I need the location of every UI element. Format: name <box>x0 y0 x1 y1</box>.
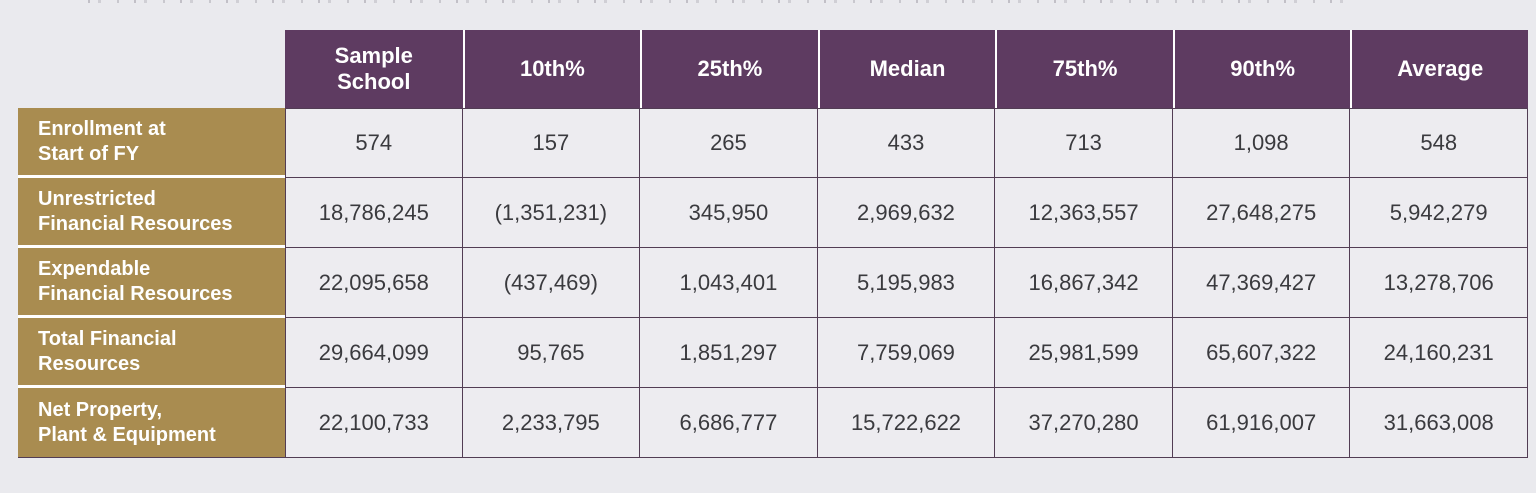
row-label-total-financial-resources: Total Financial Resources <box>18 318 285 388</box>
cell-netppe-median: 15,722,622 <box>817 388 996 458</box>
cell-unrestricted-sample-school: 18,786,245 <box>285 178 463 248</box>
cell-total-75th: 25,981,599 <box>995 318 1173 388</box>
cell-enrollment-90th: 1,098 <box>1172 108 1351 178</box>
cell-total-median: 7,759,069 <box>817 318 996 388</box>
cropped-text-remnant <box>88 0 1348 3</box>
cell-expendable-25th: 1,043,401 <box>640 248 818 318</box>
cell-total-average: 24,160,231 <box>1350 318 1528 388</box>
cell-netppe-sample-school: 22,100,733 <box>285 388 463 458</box>
row-label-line2: Financial Resources <box>38 212 233 235</box>
row-label-net-property-plant-equipment: Net Property, Plant & Equipment <box>18 388 285 458</box>
row-label-line2: Plant & Equipment <box>38 423 216 446</box>
row-label-line1: Enrollment at <box>38 118 166 141</box>
column-header-75th-percentile: 75th% <box>995 30 1173 108</box>
row-label-line1: Expendable <box>38 258 151 281</box>
row-label-enrollment-at-start-of-fy: Enrollment at Start of FY <box>18 108 285 178</box>
column-header-sample-school: Sample School <box>285 30 463 108</box>
cell-netppe-75th: 37,270,280 <box>995 388 1173 458</box>
column-header-average: Average <box>1350 30 1528 108</box>
cell-expendable-average: 13,278,706 <box>1350 248 1528 318</box>
row-label-line2: Resources <box>38 352 141 375</box>
cell-expendable-90th: 47,369,427 <box>1172 248 1351 318</box>
cell-netppe-25th: 6,686,777 <box>640 388 818 458</box>
cell-expendable-sample-school: 22,095,658 <box>285 248 463 318</box>
cell-unrestricted-75th: 12,363,557 <box>995 178 1173 248</box>
row-label-line1: Total Financial <box>38 328 177 351</box>
cell-expendable-10th: (437,469) <box>462 248 641 318</box>
cell-expendable-median: 5,195,983 <box>817 248 996 318</box>
table-corner-empty <box>18 30 285 108</box>
cell-enrollment-median: 433 <box>817 108 996 178</box>
cell-enrollment-25th: 265 <box>640 108 818 178</box>
cell-total-10th: 95,765 <box>462 318 641 388</box>
column-header-90th-percentile: 90th% <box>1172 30 1351 108</box>
cell-netppe-average: 31,663,008 <box>1350 388 1528 458</box>
row-label-line2: Start of FY <box>38 142 140 165</box>
cell-expendable-75th: 16,867,342 <box>995 248 1173 318</box>
column-header-10th-percentile: 10th% <box>462 30 641 108</box>
column-header-median: Median <box>817 30 996 108</box>
cell-enrollment-sample-school: 574 <box>285 108 463 178</box>
column-header-25th-percentile: 25th% <box>640 30 818 108</box>
cell-total-25th: 1,851,297 <box>640 318 818 388</box>
row-label-unrestricted-financial-resources: Unrestricted Financial Resources <box>18 178 285 248</box>
financial-benchmarks-table: Sample School 10th% 25th% Median 75th% 9… <box>18 30 1528 458</box>
cell-unrestricted-90th: 27,648,275 <box>1172 178 1351 248</box>
row-label-line2: Financial Resources <box>38 282 233 305</box>
cell-unrestricted-average: 5,942,279 <box>1350 178 1528 248</box>
row-label-expendable-financial-resources: Expendable Financial Resources <box>18 248 285 318</box>
row-label-line1: Unrestricted <box>38 188 156 211</box>
cell-netppe-90th: 61,916,007 <box>1172 388 1351 458</box>
cell-unrestricted-median: 2,969,632 <box>817 178 996 248</box>
cell-total-sample-school: 29,664,099 <box>285 318 463 388</box>
cell-unrestricted-10th: (1,351,231) <box>462 178 641 248</box>
cell-total-90th: 65,607,322 <box>1172 318 1351 388</box>
cell-netppe-10th: 2,233,795 <box>462 388 641 458</box>
row-label-line1: Net Property, <box>38 399 163 422</box>
cell-unrestricted-25th: 345,950 <box>640 178 818 248</box>
cell-enrollment-10th: 157 <box>462 108 641 178</box>
cell-enrollment-75th: 713 <box>995 108 1173 178</box>
cell-enrollment-average: 548 <box>1350 108 1528 178</box>
